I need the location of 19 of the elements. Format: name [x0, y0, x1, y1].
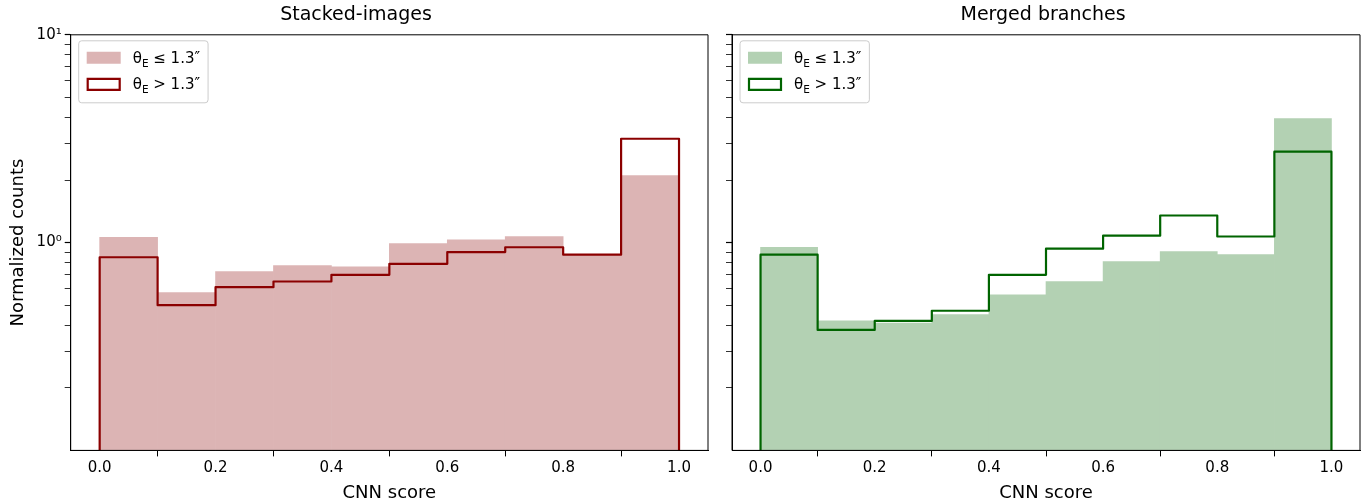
x-tick-label: 0.0 [748, 458, 773, 477]
x-tick-label: 0.4 [976, 458, 1001, 477]
x-axis-title: CNN score [999, 480, 1093, 502]
y-tick-label: 10⁰ [36, 232, 62, 251]
x-tick-label: 0.8 [1205, 458, 1230, 477]
x-tick-label: 1.0 [667, 458, 691, 477]
x-tick-label: 0.0 [87, 458, 112, 477]
x-tick-label: 0.6 [435, 458, 460, 477]
x-tick-label: 0.2 [862, 458, 887, 477]
x-axis-title: CNN score [342, 480, 437, 502]
chart-title: Merged branches [960, 2, 1126, 25]
x-tick-label: 0.6 [1091, 458, 1116, 477]
x-tick-label: 0.8 [551, 458, 576, 477]
chart-title: Stacked-images [280, 2, 432, 25]
y-axis-title: Normalized counts [6, 158, 28, 327]
x-tick-label: 0.4 [319, 458, 344, 477]
y-tick-label: 10¹ [36, 24, 62, 43]
x-tick-label: 1.0 [1319, 458, 1344, 477]
x-tick-label: 0.2 [203, 458, 228, 477]
